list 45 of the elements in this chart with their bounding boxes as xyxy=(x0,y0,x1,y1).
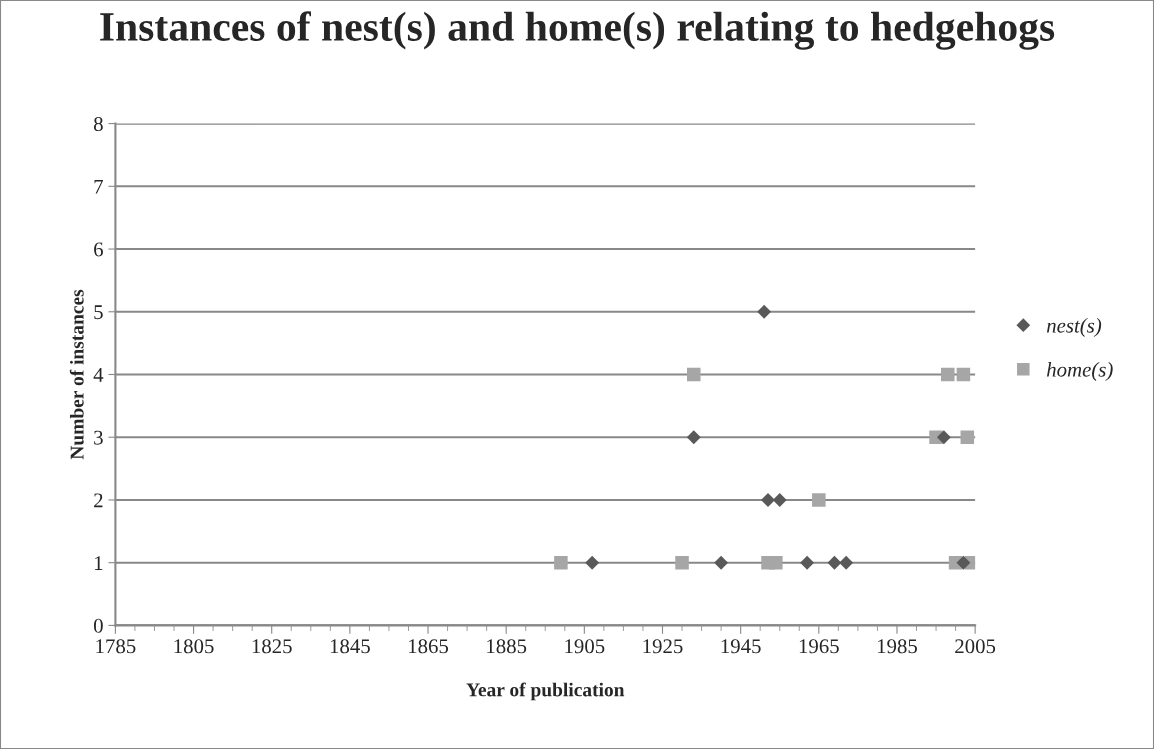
point xyxy=(761,493,775,507)
legend-label: nest(s) xyxy=(1046,318,1102,337)
x-tick-label: 1905 xyxy=(565,639,605,654)
point xyxy=(960,430,975,444)
y-tick-label: 5 xyxy=(94,305,103,320)
x-tick-label: 1865 xyxy=(409,639,449,654)
x-axis-title: Year of publication xyxy=(466,682,625,701)
x-tick-label: 2005 xyxy=(955,639,996,654)
legend-label: home(s) xyxy=(1046,362,1113,381)
point xyxy=(956,555,971,570)
x-tick-label: 1785 xyxy=(96,639,136,654)
x-tick-label: 1945 xyxy=(721,639,761,654)
y-axis-title: Number of instances xyxy=(69,289,84,460)
y-tick-label: 6 xyxy=(94,242,103,257)
point xyxy=(585,555,600,570)
x-tick-label: 1885 xyxy=(487,639,527,654)
point xyxy=(772,493,787,507)
point xyxy=(686,430,701,445)
point xyxy=(839,555,854,570)
x-tick-label: 1925 xyxy=(643,639,683,654)
y-tick-label: 3 xyxy=(94,430,103,445)
point xyxy=(800,555,815,570)
x-tick-label: 1985 xyxy=(877,639,917,654)
y-tick-label: 1 xyxy=(95,556,103,570)
y-tick-label: 0 xyxy=(93,618,103,633)
chart-title: Instances of nest(s) and home(s) relating to hedgehogs xyxy=(100,11,1055,50)
y-tick-label: 2 xyxy=(94,493,103,508)
point xyxy=(812,493,826,507)
point xyxy=(956,367,971,382)
point xyxy=(936,430,951,445)
point xyxy=(554,555,568,570)
x-tick-label: 1805 xyxy=(174,639,214,654)
x-tick-label: 1845 xyxy=(330,639,370,654)
point xyxy=(769,555,783,570)
x-tick-label: 1965 xyxy=(799,639,839,654)
point xyxy=(827,555,842,570)
y-tick-label: 7 xyxy=(94,179,103,194)
y-tick-label: 8 xyxy=(93,116,103,132)
point xyxy=(757,304,772,319)
point xyxy=(714,555,729,570)
point xyxy=(687,367,701,382)
x-tick-label: 1825 xyxy=(252,639,292,654)
y-tick-label: 4 xyxy=(93,368,104,382)
point xyxy=(941,367,955,382)
point xyxy=(675,555,689,570)
